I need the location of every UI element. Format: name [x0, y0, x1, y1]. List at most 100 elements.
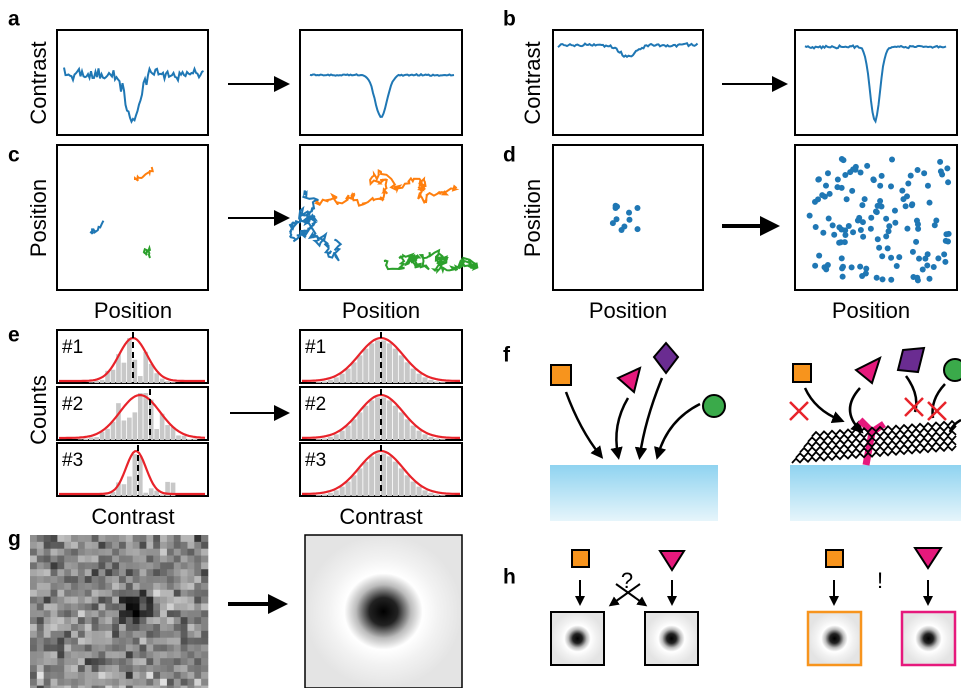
pixel — [139, 562, 147, 570]
pixel — [30, 562, 38, 570]
pixel — [173, 630, 181, 638]
pixel — [105, 610, 113, 618]
hist-bar — [143, 351, 149, 383]
pixel — [43, 610, 51, 618]
dot — [924, 251, 931, 258]
pixel — [187, 685, 195, 688]
pixel — [105, 617, 113, 625]
hist-bar — [339, 430, 345, 440]
pixel — [132, 589, 140, 597]
pixel — [57, 589, 65, 597]
pixel — [57, 535, 65, 543]
pixel — [36, 637, 44, 645]
hist-bar — [422, 377, 428, 383]
pixel — [125, 582, 133, 591]
dot — [857, 169, 864, 176]
y-label: Contrast — [26, 41, 51, 124]
dot — [820, 229, 827, 236]
pixel — [160, 610, 168, 618]
pixel — [71, 637, 79, 645]
pixel — [98, 569, 106, 577]
dot — [857, 226, 864, 233]
pixel — [64, 685, 72, 688]
pixel — [50, 603, 58, 611]
pixel — [57, 541, 65, 549]
hist-bar — [116, 482, 121, 496]
pixel — [125, 658, 133, 666]
dot — [944, 165, 951, 172]
pixel — [43, 582, 51, 591]
pixel — [30, 548, 38, 556]
pixel — [119, 658, 127, 666]
pixel — [125, 678, 133, 686]
hist-bar — [315, 495, 322, 496]
hist-bar — [127, 476, 132, 496]
hist-bar — [154, 490, 159, 496]
pixel — [98, 596, 106, 604]
pixel — [180, 589, 188, 597]
pixel — [166, 637, 175, 645]
detection-scheme — [550, 547, 957, 667]
panel-label: f — [503, 344, 511, 367]
pixel — [91, 548, 99, 556]
hist-bar — [392, 461, 398, 496]
pixel — [173, 555, 181, 563]
pixel — [166, 685, 175, 688]
pixel — [146, 637, 154, 645]
dot — [904, 193, 911, 200]
pixel — [30, 637, 38, 645]
pixel — [64, 535, 72, 543]
dot — [825, 215, 832, 222]
dot — [909, 248, 916, 255]
hist-bar — [357, 412, 363, 440]
pixel — [43, 562, 51, 570]
pixel — [84, 658, 92, 666]
hist-bar — [181, 435, 187, 440]
pixel — [146, 630, 154, 638]
hist-bar — [176, 435, 181, 440]
hist-bar — [416, 486, 422, 496]
dot — [872, 208, 879, 215]
pixel — [57, 562, 65, 570]
pixel — [173, 651, 181, 659]
pixel — [187, 651, 195, 659]
dot — [891, 207, 898, 214]
pixel — [57, 603, 65, 611]
pixel — [77, 665, 86, 673]
pixel — [71, 596, 79, 604]
panel-label: b — [503, 8, 516, 31]
dot — [873, 274, 880, 281]
hist-bar — [351, 475, 357, 496]
pixel — [119, 535, 127, 543]
pixel — [194, 671, 202, 680]
dot — [850, 166, 857, 173]
pixel — [50, 548, 58, 556]
pixel — [43, 548, 51, 556]
hist-bar — [398, 355, 404, 383]
pixel — [43, 658, 51, 666]
dot — [893, 263, 900, 270]
dot — [839, 265, 846, 272]
dot — [930, 263, 937, 270]
hist-bar — [404, 475, 410, 496]
pixel — [139, 589, 147, 597]
hist-bar — [170, 382, 176, 383]
x-label: Contrast — [339, 504, 422, 529]
pixel — [173, 610, 181, 618]
pixel — [160, 535, 168, 543]
pixel — [119, 637, 127, 645]
hist-bar — [351, 419, 357, 440]
pixel — [194, 637, 202, 645]
pixel — [71, 589, 79, 597]
pixel — [30, 535, 38, 543]
pixel — [84, 555, 92, 563]
pixel — [57, 569, 65, 577]
pixel — [50, 630, 58, 638]
pixel — [50, 624, 58, 632]
pixel — [64, 596, 72, 604]
pixel — [180, 541, 188, 549]
pixel — [105, 630, 113, 638]
pixel — [64, 617, 72, 625]
pixel — [160, 630, 168, 638]
hist-bar — [357, 468, 363, 496]
